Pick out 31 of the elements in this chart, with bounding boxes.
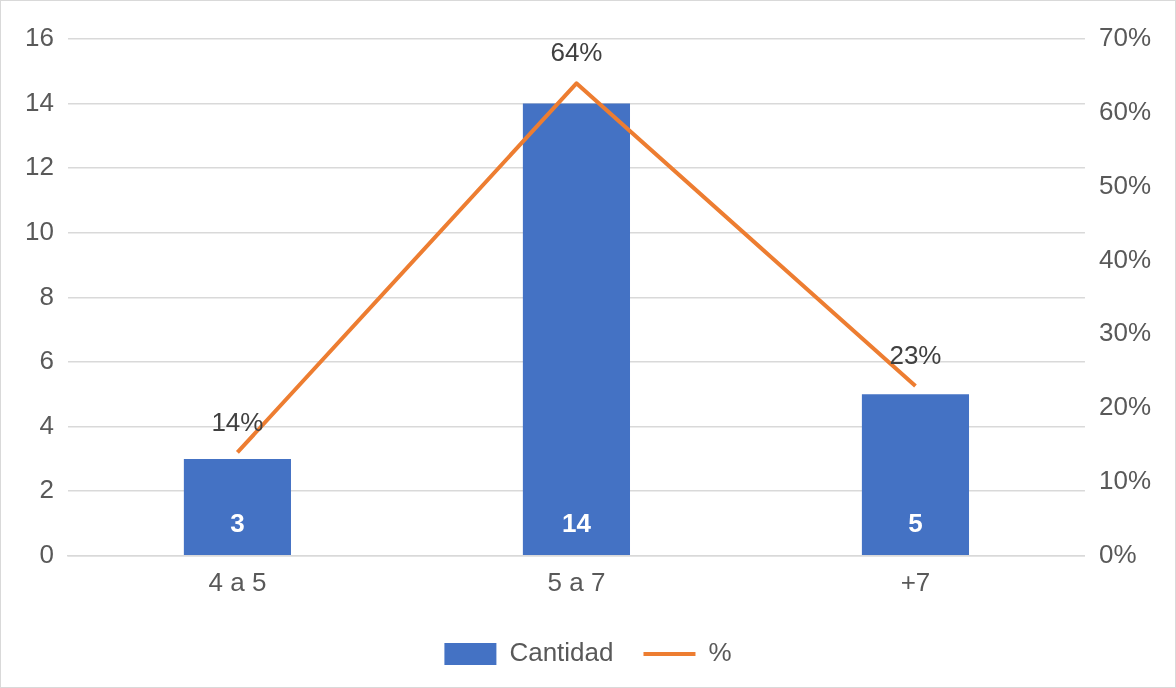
bar — [522, 103, 631, 556]
data-label: 14 — [561, 508, 592, 539]
y-tick-label: 16 — [25, 22, 54, 53]
y-tick-label: 14 — [25, 86, 54, 117]
legend-label: % — [708, 637, 732, 668]
data-label: 23% — [889, 340, 942, 371]
y-tick-label: 8 — [39, 280, 54, 311]
y2-tick-label: 50% — [1098, 169, 1152, 200]
x-tick-label: 4 a 5 — [208, 566, 267, 597]
data-label: 3 — [230, 508, 245, 539]
bar — [183, 458, 291, 556]
y2-tick-label: 60% — [1098, 96, 1152, 126]
y-tick-label: 2 — [39, 474, 54, 505]
y-tick-label: 12 — [25, 151, 54, 182]
y-tick-label: 10 — [25, 215, 54, 246]
y2-tick-label: 20% — [1098, 391, 1152, 422]
x-tick-label: +7 — [900, 566, 931, 597]
bar — [861, 394, 970, 556]
y-tick-label: 0 — [39, 538, 54, 569]
y2-tick-label: 30% — [1098, 317, 1152, 348]
data-label: 64% — [550, 37, 603, 68]
y-tick-label: 6 — [39, 345, 54, 376]
legend-label: Cantidad — [509, 637, 614, 668]
data-label: 14% — [211, 406, 264, 437]
data-label: 5 — [908, 508, 923, 539]
y2-tick-label: 10% — [1098, 465, 1152, 496]
y2-tick-label: 40% — [1098, 243, 1152, 274]
y2-tick-label: 0% — [1098, 538, 1137, 569]
x-tick-label: 5 a 7 — [547, 566, 606, 597]
y-tick-label: 4 — [39, 409, 54, 440]
y2-tick-label: 70% — [1098, 22, 1152, 53]
